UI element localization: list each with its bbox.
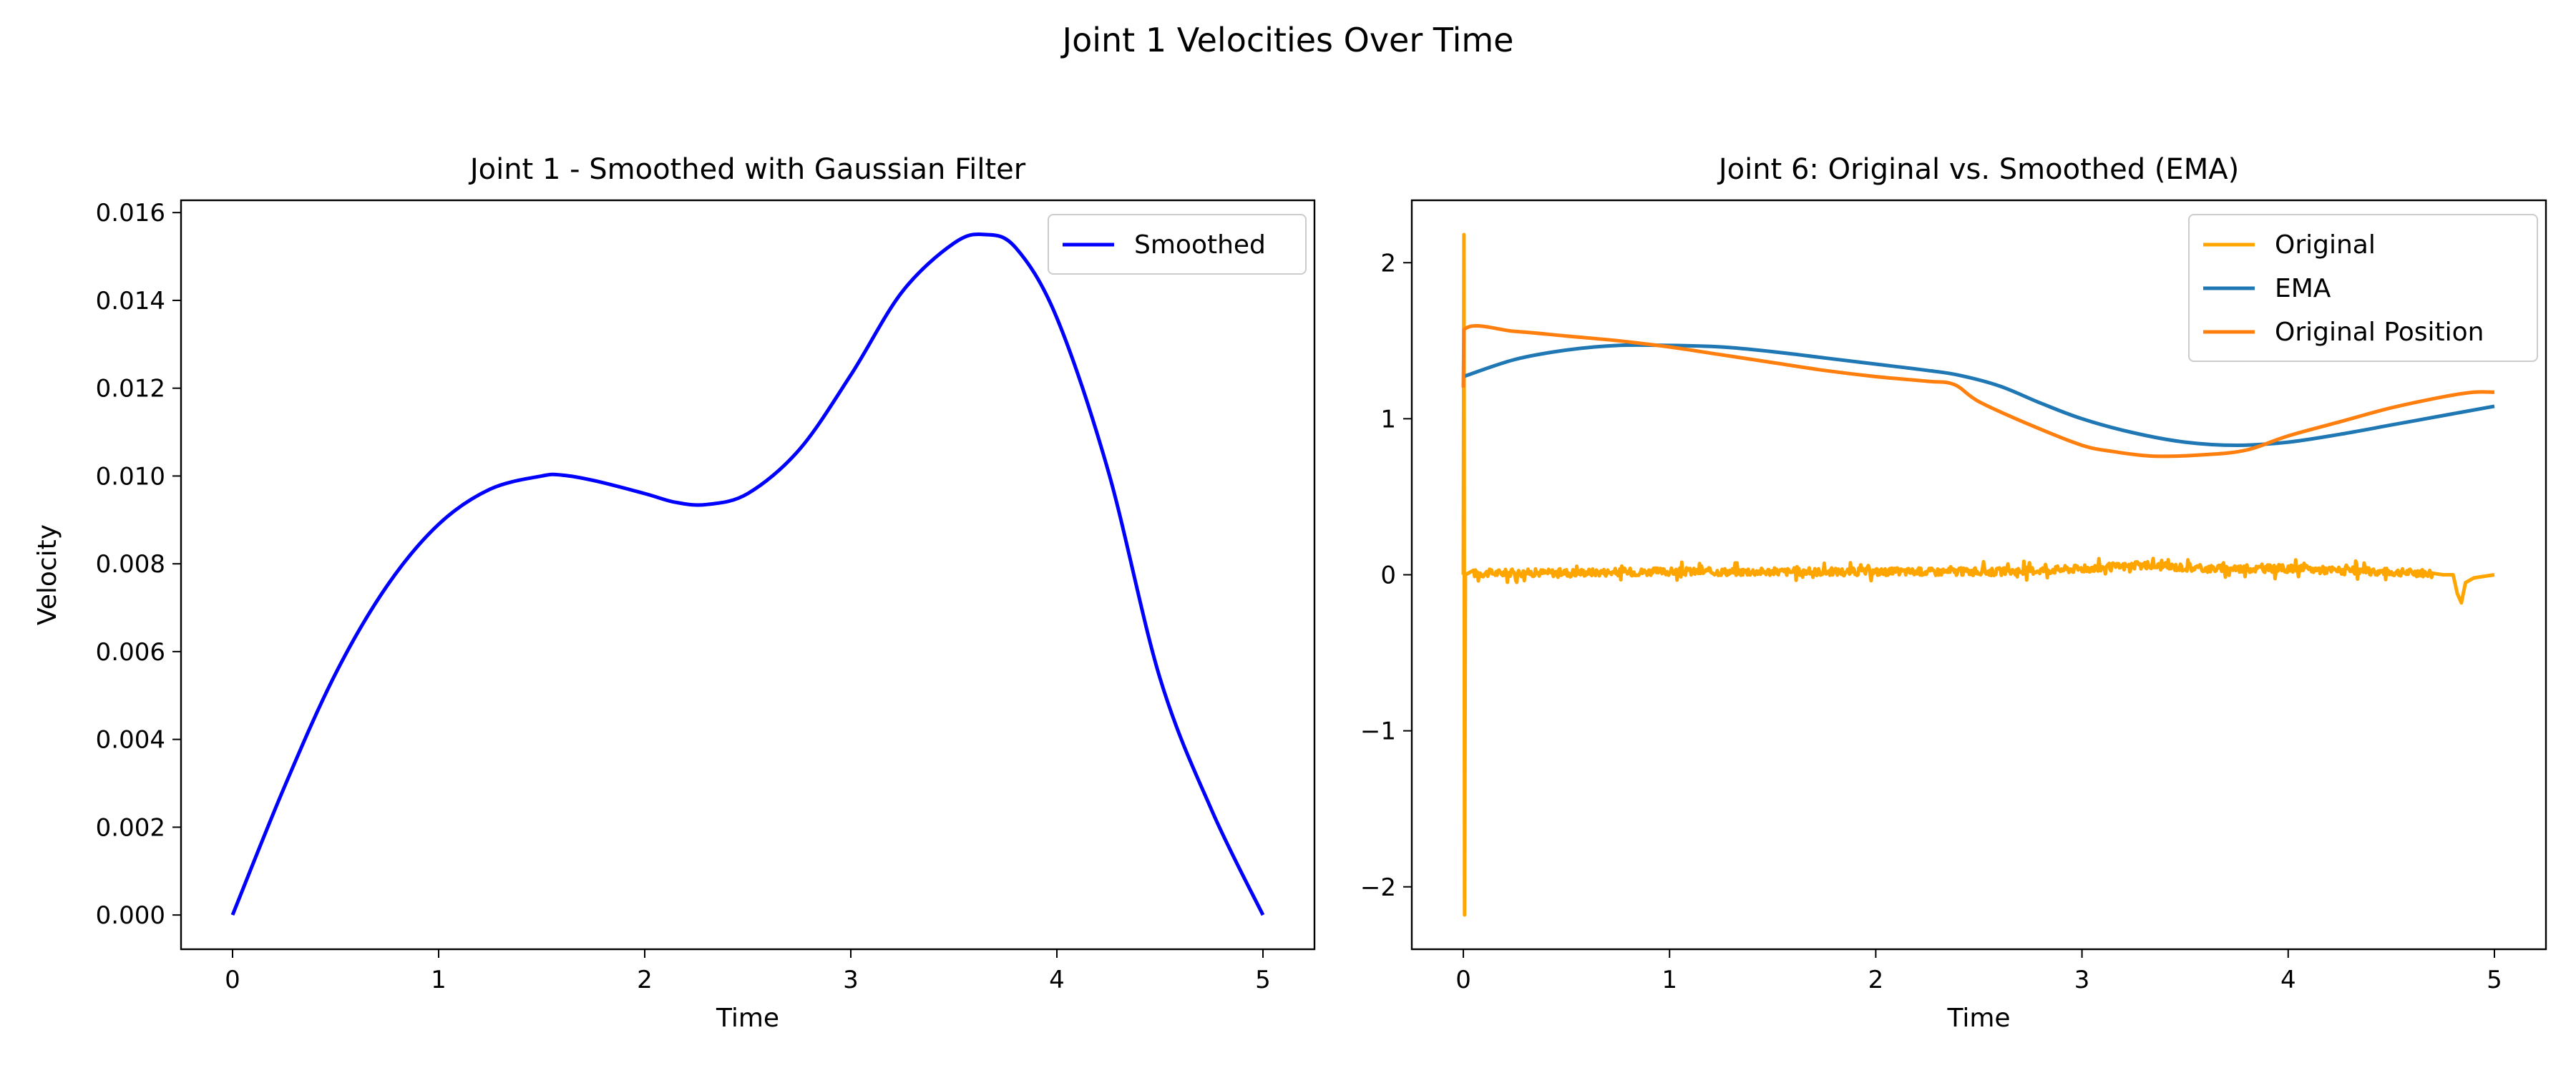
x-tick-label: 5 bbox=[2487, 966, 2502, 994]
y-tick-label: 0.004 bbox=[96, 726, 165, 755]
chart-joint6-ema: Joint 6: Original vs. Smoothed (EMA) 0 1 2 3… bbox=[1360, 153, 2547, 1033]
axes-frame bbox=[180, 199, 1316, 951]
legend-label: Original bbox=[2275, 230, 2376, 260]
y-tick-label: −2 bbox=[1360, 873, 1396, 902]
x-tick-label: 1 bbox=[1662, 966, 1677, 994]
x-axis-label: Time bbox=[1946, 1004, 2010, 1033]
x-tick-label: 2 bbox=[1868, 966, 1884, 994]
legend-frame bbox=[2188, 214, 2538, 362]
legend: Smoothed bbox=[1048, 214, 1307, 275]
axes-title: Joint 1 - Smoothed with Gaussian Filter bbox=[468, 153, 1026, 186]
y-tick-label: 0.008 bbox=[96, 550, 165, 579]
y-tick-label: 0.012 bbox=[96, 375, 165, 403]
series-group bbox=[1461, 232, 2495, 917]
x-tick-label: 2 bbox=[637, 966, 653, 994]
y-tick-label: 0.016 bbox=[96, 199, 165, 227]
figure-suptitle: Joint 1 Velocities Over Time bbox=[1060, 21, 1514, 59]
y-axis-label: Velocity bbox=[33, 524, 62, 625]
legend-label: EMA bbox=[2275, 274, 2331, 303]
legend-label: Original Position bbox=[2275, 318, 2484, 347]
y-tick-label: 0.000 bbox=[96, 901, 165, 930]
y-tick-label: 0.010 bbox=[96, 462, 165, 491]
series-line-ema bbox=[1463, 343, 2495, 447]
x-tick-label: 0 bbox=[225, 966, 240, 994]
x-tick-label: 1 bbox=[431, 966, 447, 994]
series-line-original-position bbox=[1461, 323, 2495, 459]
x-tick-label: 0 bbox=[1455, 966, 1471, 994]
x-tick-label: 4 bbox=[1049, 966, 1065, 994]
y-tick-label: 0.002 bbox=[96, 813, 165, 842]
series-line-original bbox=[1461, 232, 2495, 917]
x-tick-label: 4 bbox=[2280, 966, 2296, 994]
x-axis-label: Time bbox=[716, 1004, 779, 1033]
x-tick-label: 3 bbox=[2074, 966, 2090, 994]
series-group bbox=[230, 232, 1265, 916]
y-tick-label: −1 bbox=[1360, 717, 1396, 746]
y-tick-label: 1 bbox=[1380, 405, 1396, 433]
x-tick-label: 5 bbox=[1255, 966, 1271, 994]
series-line-smoothed bbox=[230, 232, 1265, 916]
axes-title: Joint 6: Original vs. Smoothed (EMA) bbox=[1717, 153, 2239, 186]
x-tick-label: 3 bbox=[843, 966, 859, 994]
y-tick-label: 0.006 bbox=[96, 638, 165, 667]
chart-joint1-smoothed: Joint 1 - Smoothed with Gaussian Filter 0… bbox=[33, 153, 1316, 1033]
legend-frame bbox=[1048, 214, 1307, 275]
y-tick-label: 2 bbox=[1380, 249, 1396, 278]
y-tick-label: 0.014 bbox=[96, 287, 165, 315]
y-tick-label: 0 bbox=[1380, 562, 1396, 590]
legend-label: Smoothed bbox=[1134, 230, 1266, 260]
legend: Original EMA Original Position bbox=[2188, 214, 2538, 362]
